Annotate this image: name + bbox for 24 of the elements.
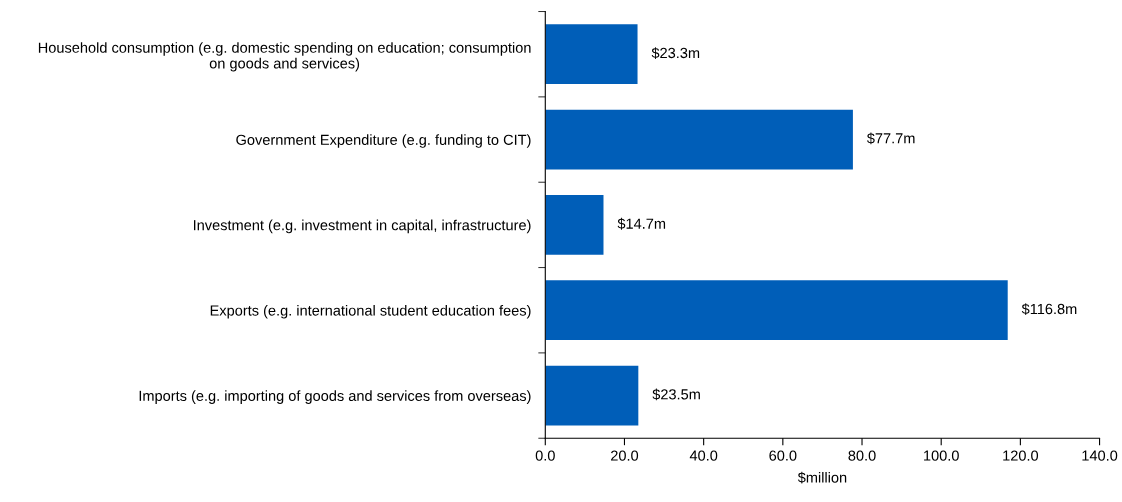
data-label: $23.5m	[652, 388, 700, 401]
data-label: $116.8m	[1021, 303, 1077, 316]
data-label: $14.7m	[617, 217, 666, 230]
x-tick-label: 120.0	[1003, 450, 1039, 461]
y-tick-label: Investment (e.g. investment in capital, infrastructure)	[193, 219, 531, 234]
y-tick-label: Imports (e.g. importing of goods and services from overseas)	[139, 390, 531, 404]
x-tick-label: 0.0	[535, 450, 555, 461]
bar	[545, 195, 604, 255]
y-tick-label: Government Expenditure (e.g. funding to CIT)	[236, 134, 531, 148]
y-tick-label: Exports (e.g. international student education fees)	[210, 304, 531, 319]
x-tick-label: 60.0	[769, 450, 797, 461]
bar	[545, 365, 639, 426]
x-axis-title: $million	[797, 471, 847, 484]
data-label: $23.3m	[651, 47, 700, 59]
x-tick-label: 100.0	[924, 450, 959, 461]
x-tick-label: 40.0	[689, 450, 718, 461]
x-tick-label: 140.0	[1082, 450, 1118, 461]
x-tick-label: 20.0	[611, 450, 639, 461]
bar	[545, 109, 853, 170]
y-tick-label: Household consumption (e.g. domestic spending on education; consumption on goods and services)	[38, 42, 531, 72]
data-label: $77.7m	[866, 132, 915, 145]
x-tick-label: 80.0	[848, 450, 876, 461]
bar	[545, 24, 638, 85]
bar	[545, 280, 1008, 341]
